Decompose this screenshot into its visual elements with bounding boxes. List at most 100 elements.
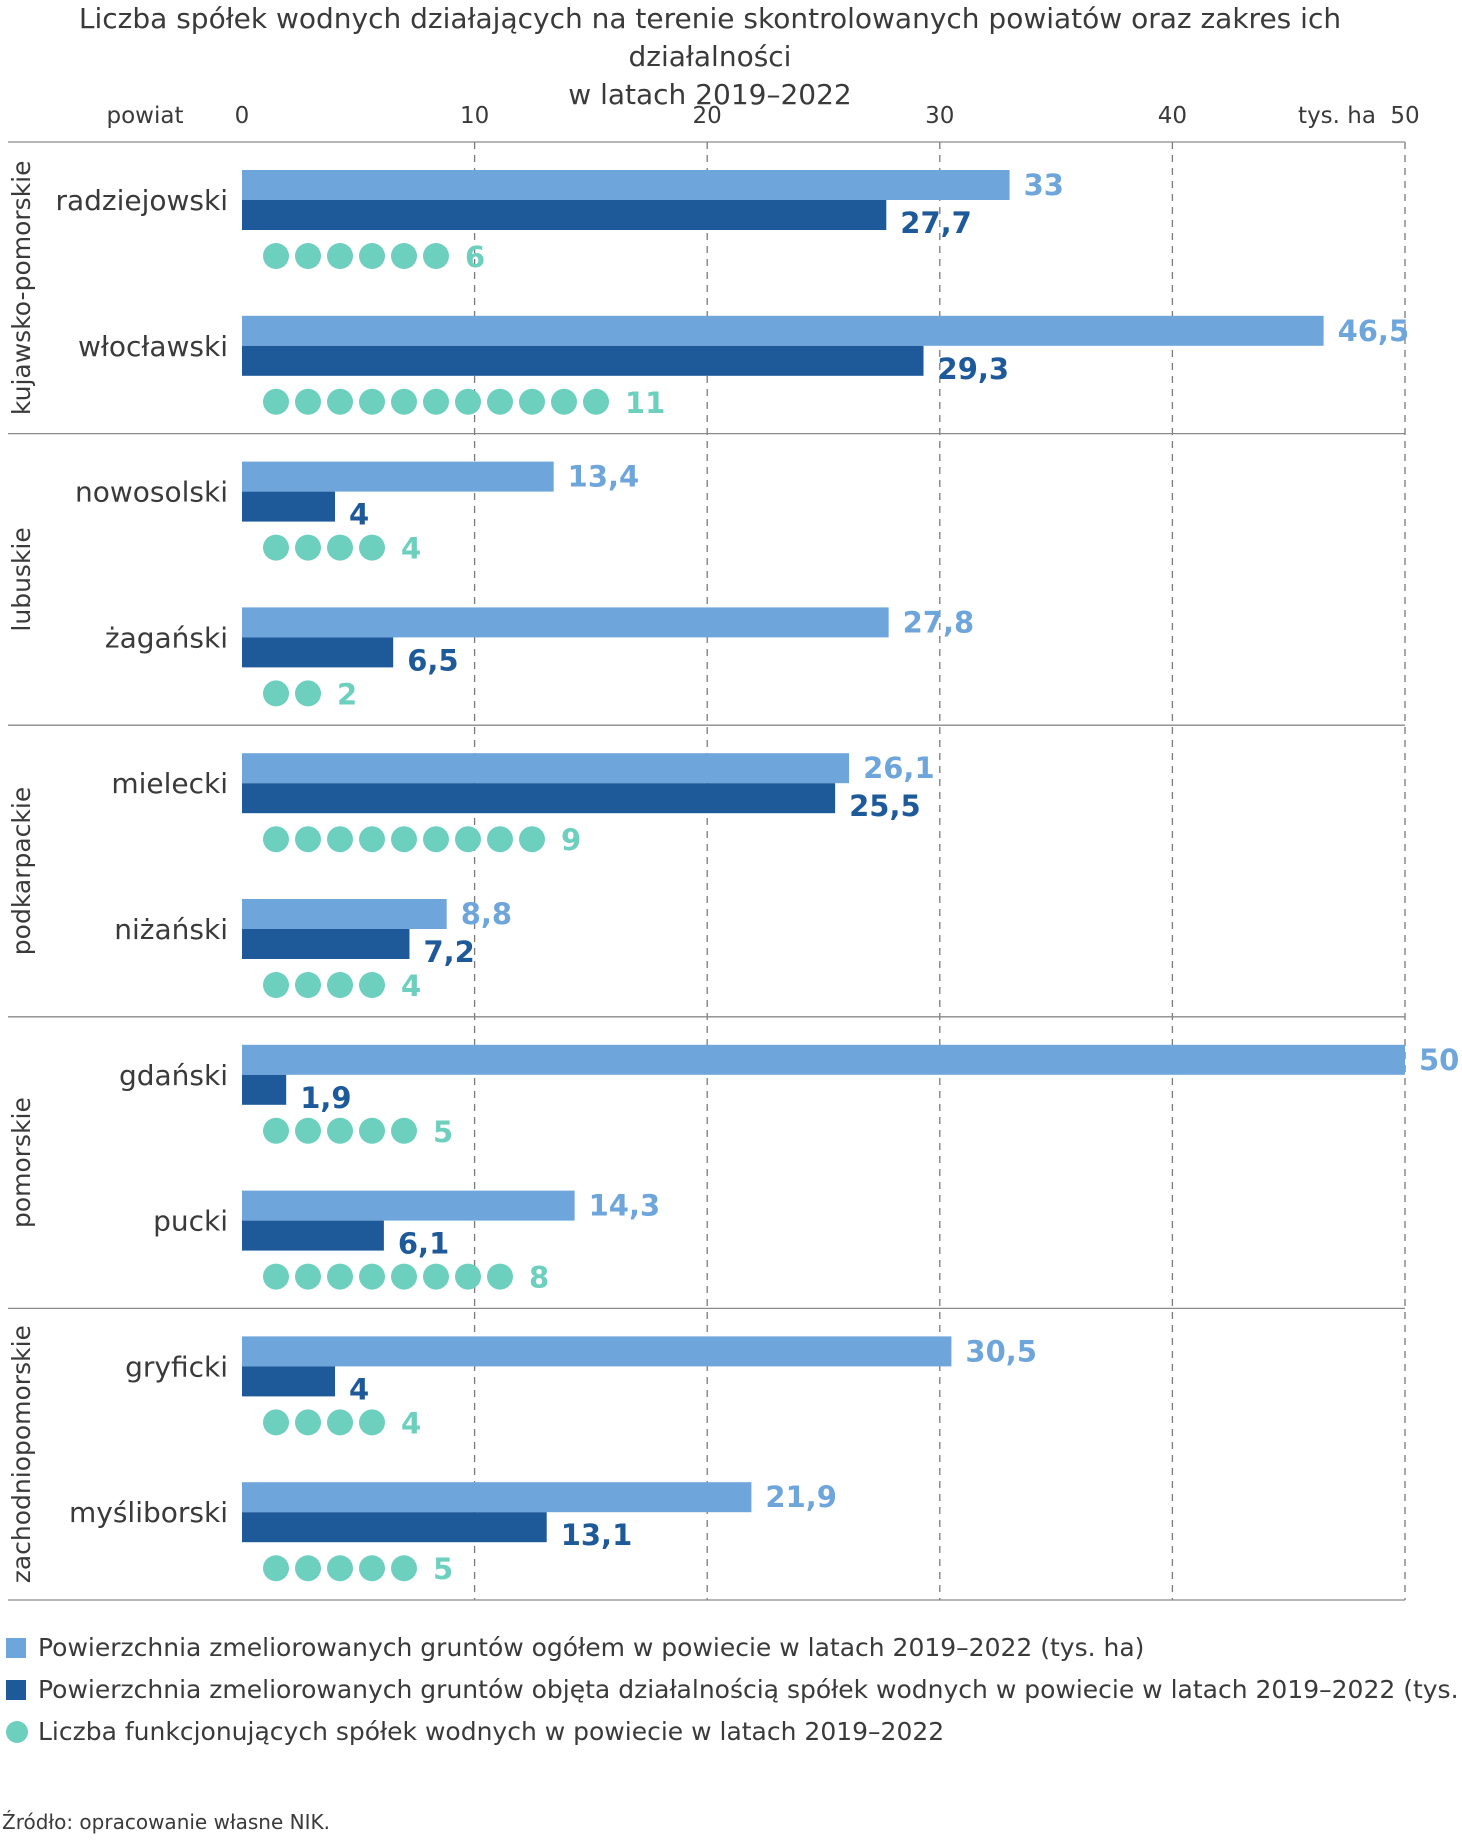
- count-dot: [423, 243, 449, 269]
- count-label: 5: [433, 1115, 453, 1149]
- value-label-covered: 1,9: [300, 1081, 351, 1115]
- count-label: 4: [401, 532, 421, 566]
- value-label-total: 8,8: [461, 897, 512, 931]
- group-label: podkarpackie: [7, 787, 36, 955]
- bar-total: [242, 1190, 575, 1221]
- value-label-covered: 29,3: [938, 352, 1010, 386]
- value-label-total: 33: [1024, 168, 1064, 202]
- bar-covered: [242, 929, 410, 959]
- count-label: 4: [401, 1406, 421, 1440]
- count-dot: [295, 1117, 321, 1144]
- legend-label-count: Liczba funkcjonujących spółek wodnych w …: [38, 1717, 945, 1746]
- count-dot: [359, 388, 385, 415]
- value-label-total: 21,9: [765, 1480, 837, 1514]
- count-dot: [359, 1555, 385, 1582]
- row-label: radziejowski: [55, 184, 228, 217]
- chart-title-line-2: w latach 2019–2022: [568, 78, 852, 111]
- count-dot: [391, 1117, 417, 1144]
- value-label-total: 27,8: [903, 605, 975, 639]
- count-dot: [295, 1409, 321, 1436]
- value-label-total: 14,3: [589, 1189, 661, 1223]
- row-label: pucki: [153, 1205, 228, 1238]
- x-tick-label: 20: [693, 103, 722, 129]
- count-dot: [295, 243, 321, 269]
- row-label: gdański: [119, 1059, 228, 1092]
- x-tick-label: 10: [460, 103, 489, 129]
- count-dot: [327, 972, 353, 998]
- row-header-label: powiat: [107, 103, 184, 129]
- count-dot: [327, 1117, 353, 1144]
- bar-total: [242, 315, 1324, 346]
- count-dot: [295, 680, 321, 707]
- count-dot: [551, 388, 577, 415]
- count-dot: [487, 1263, 513, 1290]
- row-label: niżański: [114, 913, 228, 946]
- bar-total: [242, 1336, 952, 1367]
- bar-total: [242, 753, 850, 784]
- bar-covered: [242, 637, 394, 668]
- count-dot: [519, 826, 545, 853]
- row-label: włocławski: [78, 330, 228, 363]
- chart-title: Liczba spółek wodnych działających na te…: [0, 0, 1420, 114]
- row-label: gryficki: [125, 1350, 228, 1383]
- count-dot: [263, 1555, 289, 1582]
- value-label-total: 50: [1419, 1043, 1459, 1077]
- count-dot: [391, 243, 417, 269]
- value-label-covered: 7,2: [423, 935, 474, 969]
- count-dot: [455, 1263, 481, 1290]
- x-tick-label: 0: [235, 103, 250, 129]
- count-dot: [359, 1117, 385, 1144]
- count-dot: [519, 388, 545, 415]
- source-note: Źródło: opracowanie własne NIK.: [2, 1810, 330, 1834]
- count-dot: [487, 388, 513, 415]
- count-dot: [391, 1263, 417, 1290]
- count-dot: [295, 534, 321, 561]
- count-dot: [423, 388, 449, 415]
- count-label: 4: [401, 969, 421, 1003]
- count-dot: [391, 388, 417, 415]
- bar-total: [242, 461, 554, 492]
- row-label: myśliborski: [69, 1496, 228, 1529]
- count-dot: [359, 972, 385, 998]
- bar-covered: [242, 491, 336, 522]
- count-dot: [295, 1263, 321, 1290]
- count-dot: [295, 388, 321, 415]
- count-dot: [263, 1409, 289, 1436]
- count-dot: [455, 388, 481, 415]
- chart-title-line-1: Liczba spółek wodnych działających na te…: [78, 2, 1342, 73]
- count-dot: [391, 1555, 417, 1582]
- count-dot: [487, 826, 513, 853]
- bar-covered: [242, 1512, 547, 1543]
- x-tick-label: 40: [1158, 103, 1187, 129]
- value-label-covered: 4: [349, 498, 369, 532]
- count-label: 6: [465, 240, 485, 274]
- bar-total: [242, 607, 889, 638]
- legend-swatch-count: [6, 1721, 28, 1743]
- count-dot: [327, 534, 353, 561]
- count-dot: [327, 1263, 353, 1290]
- value-label-total: 46,5: [1338, 314, 1410, 348]
- count-dot: [295, 972, 321, 998]
- value-label-covered: 6,1: [398, 1227, 449, 1261]
- value-label-covered: 6,5: [407, 643, 458, 677]
- value-label-total: 26,1: [863, 751, 935, 785]
- count-dot: [327, 1409, 353, 1436]
- bar-total: [242, 1044, 1405, 1075]
- count-dot: [359, 1263, 385, 1290]
- count-dot: [423, 826, 449, 853]
- value-label-covered: 27,7: [900, 206, 972, 240]
- count-label: 9: [561, 823, 581, 857]
- x-tick-label: 50: [1390, 103, 1419, 129]
- count-dot: [295, 826, 321, 853]
- count-dot: [327, 826, 353, 853]
- legend-label-covered: Powierzchnia zmeliorowanych gruntów obję…: [38, 1675, 1462, 1704]
- count-dot: [263, 388, 289, 415]
- row-label: żagański: [105, 621, 228, 654]
- bar-covered: [242, 783, 836, 814]
- bar-total: [242, 170, 1010, 200]
- count-dot: [359, 826, 385, 853]
- count-dot: [359, 243, 385, 269]
- count-dot: [583, 388, 609, 415]
- count-dot: [327, 388, 353, 415]
- count-label: 8: [529, 1261, 549, 1295]
